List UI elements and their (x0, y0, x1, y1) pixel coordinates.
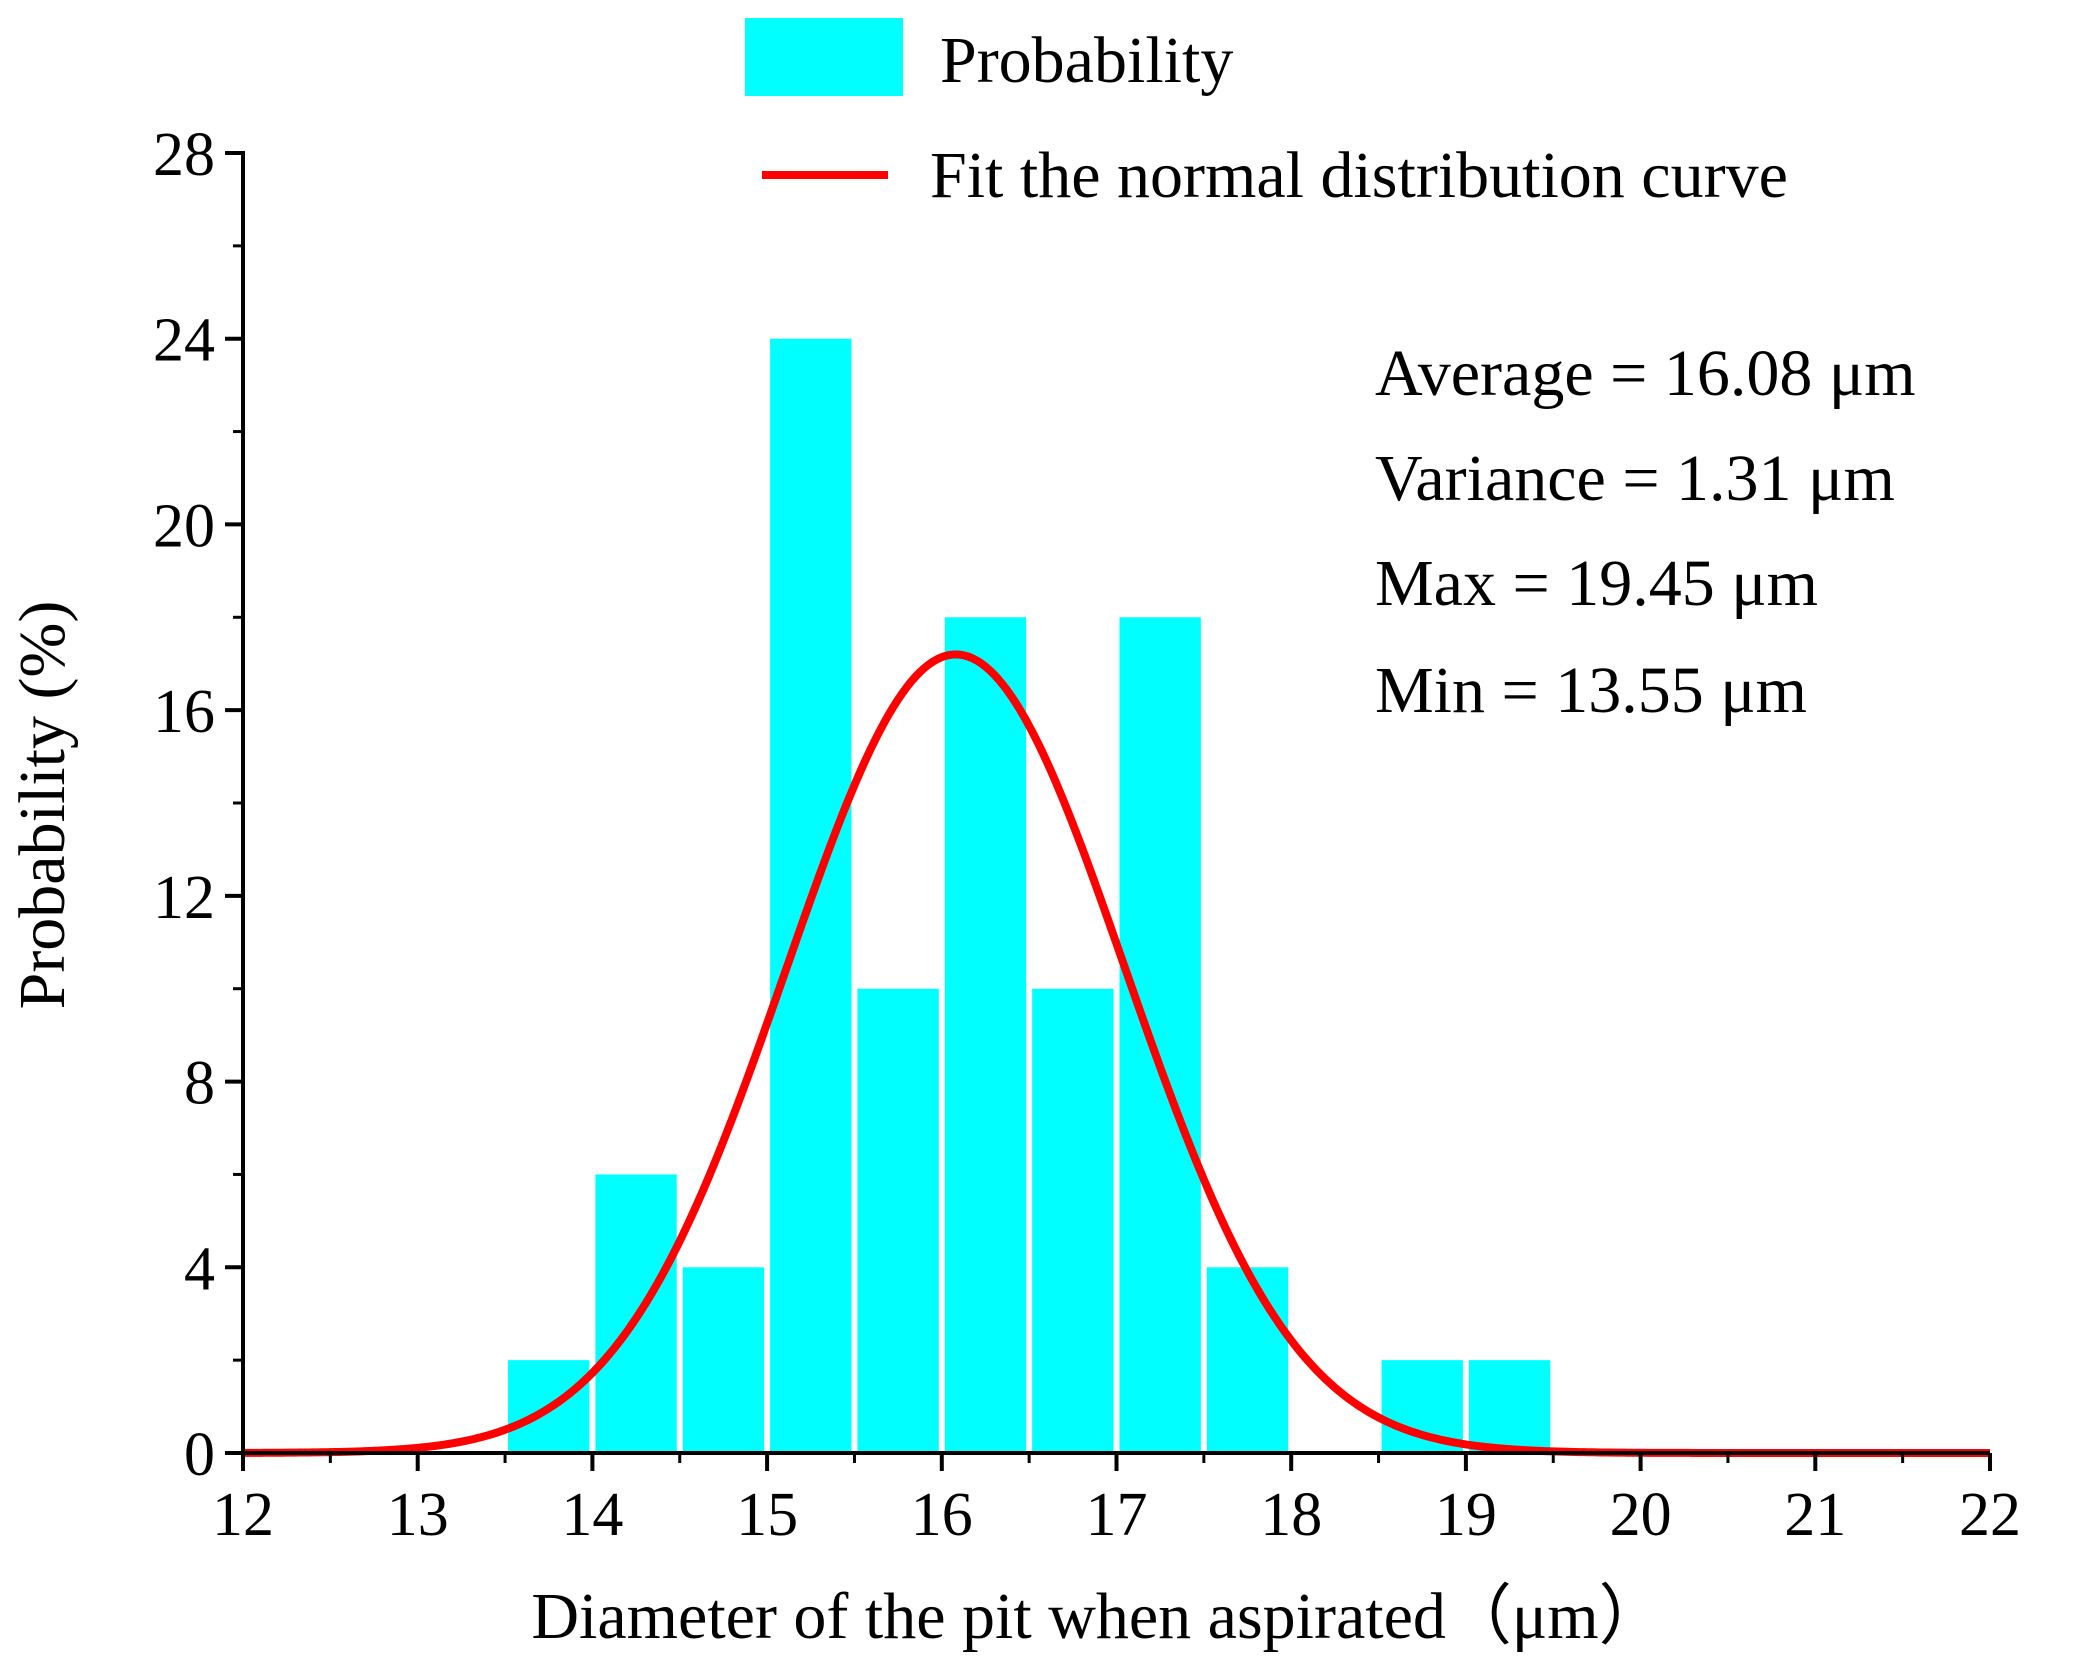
y-tick-label: 20 (153, 492, 215, 560)
legend: Probability Fit the normal distribution … (745, 18, 1788, 212)
histogram-bar (1119, 617, 1201, 1453)
x-tick-label: 21 (1784, 1481, 1846, 1549)
stats-annotations: Average = 16.08 μm Variance = 1.31 μm Ma… (1375, 337, 1916, 727)
x-tick-label: 19 (1435, 1481, 1497, 1549)
histogram-bar (857, 988, 939, 1453)
x-tick-label: 18 (1260, 1481, 1322, 1549)
labels-layer: Diameter of the pit when aspirated（μm） P… (6, 601, 1665, 1653)
x-tick-label: 15 (736, 1481, 798, 1549)
histogram-bar (1468, 1360, 1551, 1453)
histogram-bar (944, 617, 1027, 1453)
y-tick-label: 28 (153, 121, 215, 189)
histogram-bar (1032, 988, 1114, 1453)
x-tick-label: 20 (1610, 1481, 1672, 1549)
y-tick-label: 12 (153, 864, 215, 932)
bars-layer (508, 338, 1551, 1453)
legend-bar-label: Probability (940, 24, 1233, 97)
stat-max: Max = 19.45 μm (1375, 547, 1818, 620)
legend-line-label: Fit the normal distribution curve (930, 139, 1788, 212)
y-tick-label: 24 (153, 307, 215, 375)
histogram-bar (1206, 1267, 1289, 1453)
curve-layer (242, 650, 1990, 1457)
x-tick-label: 17 (1086, 1481, 1148, 1549)
y-tick-label: 0 (184, 1421, 215, 1489)
y-axis-title: Probability (%) (6, 601, 79, 1010)
y-tick-label: 8 (184, 1050, 215, 1118)
y-tick-label: 16 (153, 678, 215, 746)
stat-variance: Variance = 1.31 μm (1375, 442, 1895, 515)
legend-bar-swatch (745, 18, 903, 96)
x-tick-label: 16 (911, 1481, 973, 1549)
x-tick-label: 22 (1959, 1481, 2021, 1549)
stat-average: Average = 16.08 μm (1375, 337, 1916, 410)
normal-fit-curve (242, 650, 1990, 1457)
x-axis-title: Diameter of the pit when aspirated（μm） (531, 1580, 1664, 1653)
y-tick-label: 4 (184, 1235, 215, 1303)
axes-layer: 12 13 14 15 16 17 18 19 20 21 22 0 4 8 12 16 20 24 28 (153, 121, 2021, 1549)
histogram-bar (682, 1267, 765, 1453)
stat-min: Min = 13.55 μm (1375, 654, 1807, 727)
x-tick-label: 12 (212, 1481, 274, 1549)
x-tick-label: 13 (387, 1481, 449, 1549)
x-tick-label: 14 (561, 1481, 623, 1549)
